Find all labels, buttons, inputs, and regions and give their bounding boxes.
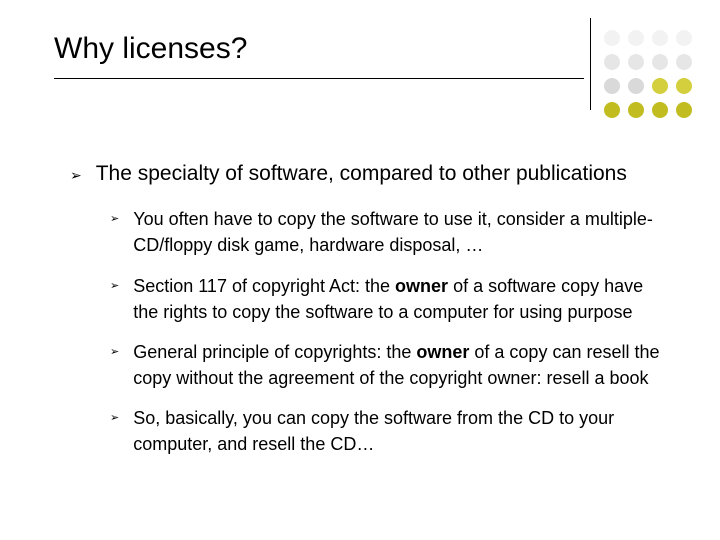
bullet-icon: ➢	[110, 345, 119, 361]
slide: Why licenses? ➢ The specialty of softw	[0, 0, 720, 540]
decoration-vline	[590, 18, 591, 110]
bullet-text: Section 117 of copyright Act: the owner …	[133, 273, 670, 325]
bullet-text: General principle of copyrights: the own…	[133, 339, 670, 391]
deco-dot	[628, 78, 644, 94]
deco-dot	[604, 30, 620, 46]
deco-dot	[628, 30, 644, 46]
text-bold: owner	[395, 276, 448, 296]
deco-dot	[652, 78, 668, 94]
title-underline	[54, 78, 584, 79]
bullet-level2: ➢ Section 117 of copyright Act: the owne…	[110, 273, 670, 325]
slide-title: Why licenses?	[54, 32, 247, 66]
deco-dot	[652, 30, 668, 46]
sub-bullet-list: ➢ You often have to copy the software to…	[110, 206, 670, 457]
deco-dot	[604, 102, 620, 118]
bullet-icon: ➢	[110, 279, 119, 295]
deco-dot	[652, 54, 668, 70]
bullet-text: So, basically, you can copy the software…	[133, 405, 670, 457]
decoration-dots	[604, 30, 696, 122]
deco-dot	[628, 102, 644, 118]
text-pre: General principle of copyrights: the	[133, 342, 416, 362]
deco-dot	[676, 30, 692, 46]
deco-dot	[628, 54, 644, 70]
deco-dot	[652, 102, 668, 118]
bullet-icon: ➢	[110, 212, 119, 228]
deco-dot	[676, 54, 692, 70]
bullet-level2: ➢ So, basically, you can copy the softwa…	[110, 405, 670, 457]
text-bold: owner	[416, 342, 469, 362]
bullet-level1: ➢ The specialty of software, compared to…	[70, 160, 670, 188]
corner-decoration	[590, 18, 700, 128]
bullet-text: The specialty of software, compared to o…	[96, 160, 670, 188]
deco-dot	[676, 102, 692, 118]
deco-dot	[676, 78, 692, 94]
bullet-level2: ➢ General principle of copyrights: the o…	[110, 339, 670, 391]
text-pre: Section 117 of copyright Act: the	[133, 276, 395, 296]
deco-dot	[604, 78, 620, 94]
bullet-icon: ➢	[70, 166, 82, 185]
deco-dot	[604, 54, 620, 70]
slide-body: ➢ The specialty of software, compared to…	[70, 160, 670, 471]
bullet-level2: ➢ You often have to copy the software to…	[110, 206, 670, 258]
bullet-icon: ➢	[110, 411, 119, 427]
bullet-text: You often have to copy the software to u…	[133, 206, 670, 258]
